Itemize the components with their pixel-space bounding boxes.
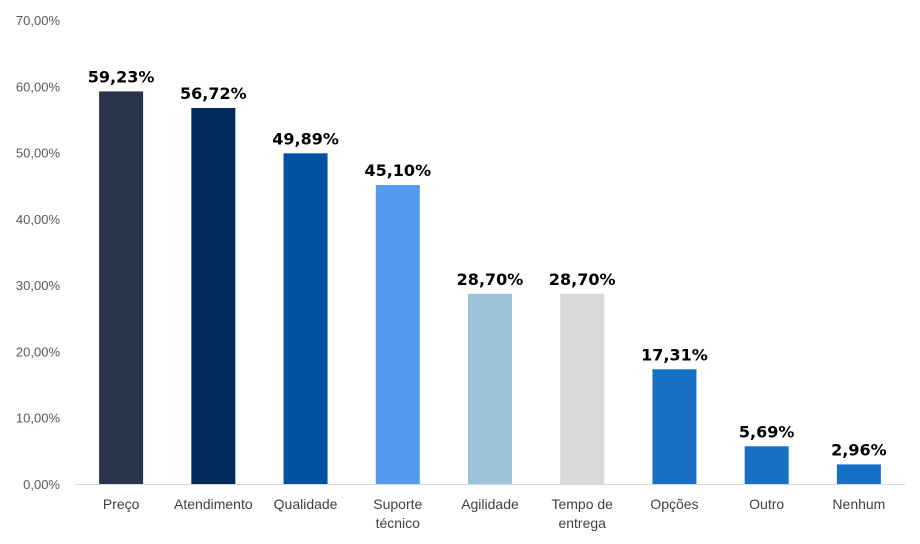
y-tick-label: 10,00% — [16, 411, 61, 426]
data-labels: 59,23% 56,72% 49,89% 45,10% 28,70% 28,70% 17,3… — [88, 67, 887, 459]
x-tick-label-line: Nenhum — [832, 496, 885, 512]
data-label: 28,70% — [549, 270, 616, 289]
y-tick-label: 40,00% — [16, 212, 61, 227]
x-tick-label: Preço — [103, 496, 140, 512]
data-label: 45,10% — [364, 161, 431, 180]
bar — [468, 293, 512, 484]
data-label: 2,96% — [831, 440, 887, 459]
x-tick-label: Atendimento — [174, 496, 253, 512]
x-tick-label-line: Agilidade — [461, 496, 519, 512]
x-tick-label: Agilidade — [461, 496, 519, 512]
x-tick-label-line: Opções — [650, 496, 698, 512]
bar — [191, 108, 236, 484]
x-tick-label-line: Atendimento — [174, 496, 253, 512]
data-label: 49,89% — [272, 129, 339, 148]
y-axis: 0,00% 10,00% 20,00% 30,00% 40,00% 50,00% 60,00… — [16, 13, 61, 492]
bars — [99, 91, 881, 485]
y-tick-label: 30,00% — [16, 278, 61, 293]
x-tick-label-line: técnico — [376, 515, 421, 531]
y-tick-label: 0,00% — [23, 477, 60, 492]
x-tick-label-line: Preço — [103, 496, 140, 512]
data-label: 17,31% — [641, 345, 708, 364]
x-tick-label-line: Qualidade — [274, 496, 338, 512]
y-tick-label: 60,00% — [16, 79, 61, 94]
bar — [99, 91, 144, 485]
x-tick-label-line: Suporte — [373, 496, 422, 512]
bar — [836, 464, 881, 484]
x-tick-label: Qualidade — [274, 496, 338, 512]
bar — [652, 369, 697, 484]
bar — [283, 153, 328, 484]
bar — [375, 185, 420, 484]
data-label: 5,69% — [739, 422, 795, 441]
bar — [560, 293, 605, 484]
data-label: 59,23% — [88, 67, 155, 86]
x-axis: Preço Atendimento Qualidade Suporte técnico A… — [75, 484, 905, 531]
x-tick-label-line: Tempo de — [551, 496, 613, 512]
y-tick-label: 20,00% — [16, 344, 61, 359]
bar — [744, 446, 789, 484]
x-tick-label: Opções — [650, 496, 698, 512]
x-tick-label-line: Outro — [749, 496, 784, 512]
x-tick-label: Nenhum — [832, 496, 885, 512]
y-tick-label: 50,00% — [16, 146, 61, 161]
data-label: 28,70% — [457, 270, 524, 289]
x-tick-label: Tempo de entrega — [551, 496, 613, 531]
x-tick-label-line: entrega — [558, 515, 606, 531]
x-tick-label: Suporte técnico — [373, 496, 422, 531]
x-tick-label: Outro — [749, 496, 784, 512]
data-label: 56,72% — [180, 84, 247, 103]
y-tick-label: 70,00% — [16, 13, 61, 28]
